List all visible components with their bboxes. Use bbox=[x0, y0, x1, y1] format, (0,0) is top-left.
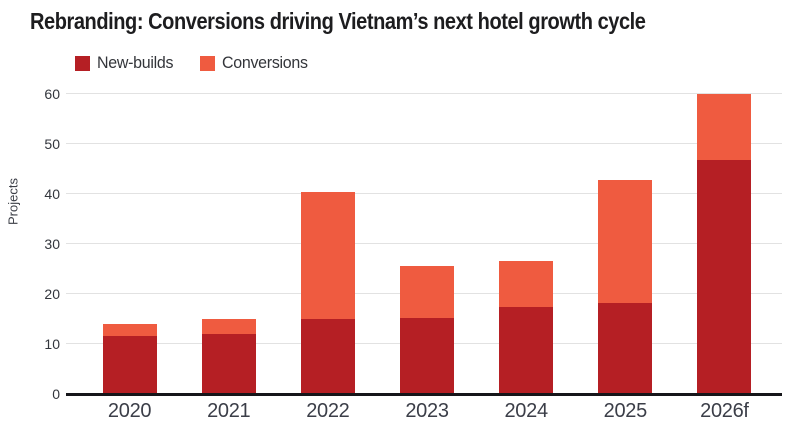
bar-segment-2025-conversions bbox=[598, 180, 653, 303]
bar-2025 bbox=[598, 180, 653, 394]
bar-group-2026f bbox=[675, 94, 774, 394]
gridline-30 bbox=[66, 243, 782, 244]
bar-segment-2022-conversions bbox=[300, 192, 355, 319]
y-tick-label-50: 50 bbox=[44, 136, 60, 152]
legend-swatch-new-builds bbox=[75, 55, 90, 71]
bar-segment-2024-new-builds bbox=[499, 307, 554, 394]
y-tick-label-40: 40 bbox=[44, 186, 60, 202]
x-axis-baseline bbox=[66, 393, 782, 396]
legend-swatch-conversions bbox=[200, 55, 216, 71]
x-tick-label-2020: 2020 bbox=[107, 400, 152, 422]
bar-group-2023 bbox=[377, 94, 476, 394]
x-tick-label-2023: 2023 bbox=[405, 400, 449, 422]
bar-group-2021 bbox=[179, 94, 278, 394]
x-tick-label-2022: 2022 bbox=[306, 400, 350, 422]
x-tick-label-2025: 2025 bbox=[603, 400, 648, 422]
y-tick-label-10: 10 bbox=[44, 336, 60, 352]
gridline-50 bbox=[66, 143, 782, 144]
bars bbox=[66, 94, 782, 394]
x-tick-label-2026f: 2026f bbox=[700, 400, 749, 422]
bar-2023 bbox=[399, 266, 454, 394]
bar-segment-2020-new-builds bbox=[102, 335, 157, 394]
bar-group-2024 bbox=[477, 94, 576, 394]
y-tick-label-60: 60 bbox=[44, 86, 60, 102]
legend-label-conversions: Conversions bbox=[222, 53, 308, 72]
bar-segment-2021-new-builds bbox=[201, 334, 256, 394]
legend-label-new-builds: New-builds bbox=[97, 53, 174, 72]
bar-segment-2022-new-builds bbox=[300, 319, 355, 394]
y-tick-label-0: 0 bbox=[52, 386, 60, 402]
bar-2022 bbox=[300, 192, 355, 394]
legend: New-builds Conversions bbox=[75, 53, 313, 73]
bar-segment-2025-new-builds bbox=[598, 303, 653, 394]
bar-group-2025 bbox=[576, 94, 675, 394]
y-tick-label-20: 20 bbox=[44, 286, 60, 302]
y-tick-label-30: 30 bbox=[44, 236, 60, 252]
x-tick-label-2021: 2021 bbox=[207, 400, 251, 422]
gridline-60 bbox=[66, 93, 782, 94]
bar-segment-2024-conversions bbox=[499, 261, 554, 307]
bar-2026f bbox=[697, 94, 752, 394]
plot-area bbox=[66, 93, 782, 396]
bar-group-2022 bbox=[278, 94, 377, 394]
bar-segment-2023-new-builds bbox=[399, 318, 454, 394]
bar-2021 bbox=[201, 319, 256, 394]
chart-title: Rebranding: Conversions driving Vietnam’… bbox=[30, 8, 646, 34]
bar-group-2020 bbox=[80, 94, 179, 394]
legend-item-new-builds: New-builds bbox=[75, 53, 178, 73]
x-tick-label-2024: 2024 bbox=[504, 400, 548, 422]
gridline-40 bbox=[66, 193, 782, 194]
x-axis-labels: 2020 2021 2022 2023 2024 2025 2026f bbox=[66, 400, 782, 423]
legend-item-conversions: Conversions bbox=[200, 53, 313, 73]
bar-segment-2023-conversions bbox=[399, 266, 454, 318]
bar-segment-2020-conversions bbox=[102, 324, 157, 336]
bar-2020 bbox=[102, 324, 157, 394]
bar-segment-2026f-new-builds bbox=[697, 160, 752, 394]
bar-segment-2026f-conversions bbox=[697, 94, 752, 160]
bar-2024 bbox=[499, 261, 554, 394]
bar-segment-2021-conversions bbox=[201, 319, 256, 334]
